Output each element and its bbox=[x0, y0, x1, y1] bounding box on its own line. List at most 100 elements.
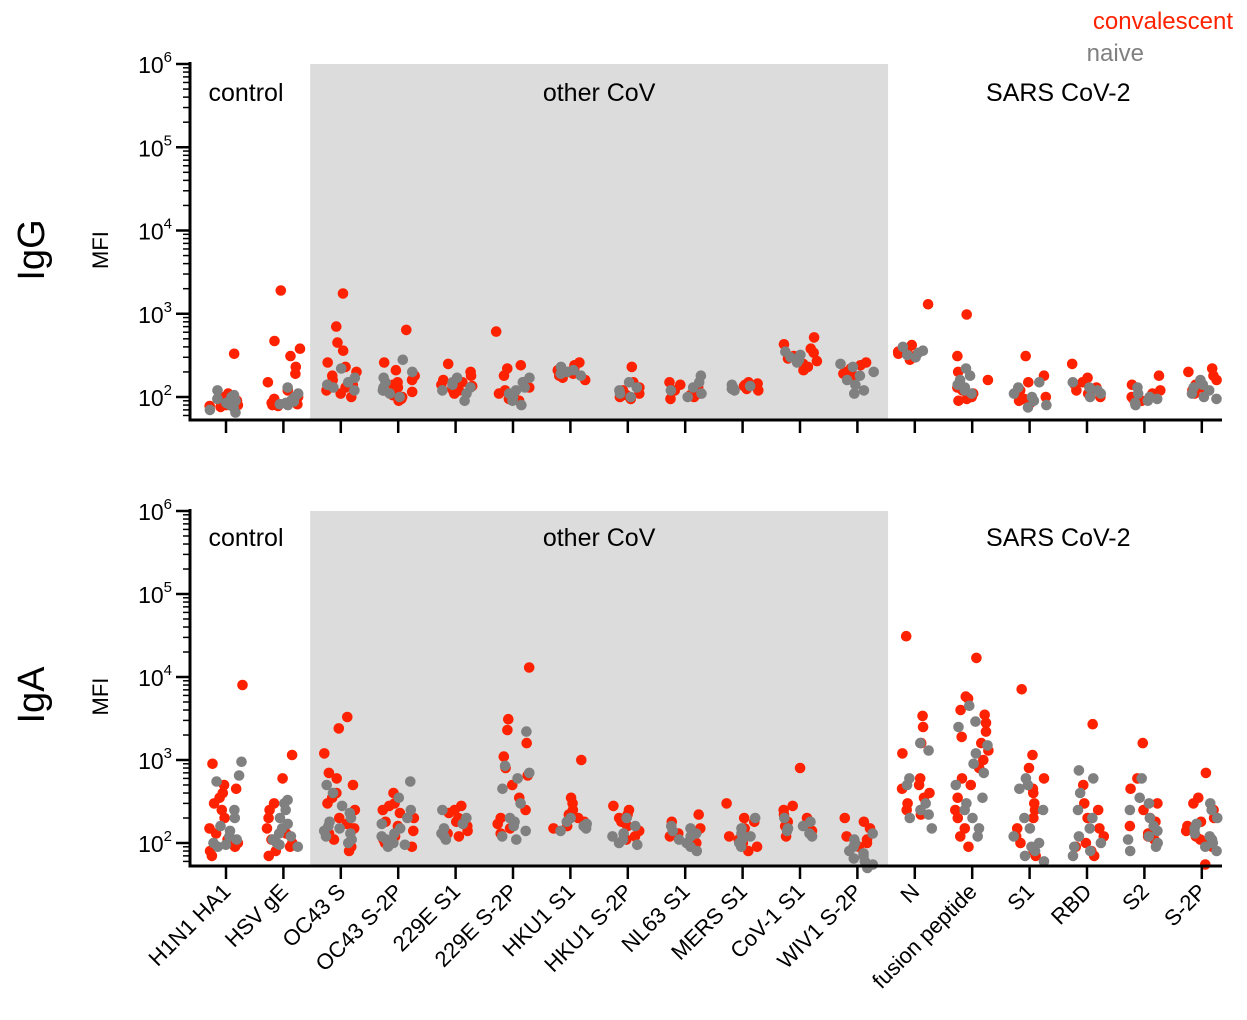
data-point-naive bbox=[631, 382, 643, 393]
data-point-convalescent bbox=[263, 850, 275, 862]
data-point-naive bbox=[867, 828, 878, 839]
data-point-convalescent bbox=[442, 358, 454, 370]
data-point-convalescent bbox=[322, 357, 334, 368]
data-point-naive bbox=[607, 831, 618, 842]
y-axis-label: MFI bbox=[88, 678, 113, 716]
data-point-naive bbox=[1067, 377, 1079, 388]
data-point-naive bbox=[959, 804, 970, 816]
data-point-naive bbox=[923, 745, 934, 756]
data-point-naive bbox=[848, 853, 860, 864]
data-point-naive bbox=[497, 783, 508, 795]
data-point-naive bbox=[1122, 834, 1134, 845]
data-point-convalescent bbox=[275, 285, 287, 296]
region-label-control: control bbox=[208, 524, 283, 552]
data-point-convalescent bbox=[1211, 374, 1222, 386]
data-point-naive bbox=[1212, 812, 1223, 824]
data-point-convalescent bbox=[900, 630, 912, 642]
data-point-naive bbox=[1130, 399, 1141, 411]
data-point-convalescent bbox=[1020, 350, 1031, 362]
data-point-naive bbox=[966, 388, 977, 399]
data-point-convalescent bbox=[1125, 783, 1136, 795]
data-point-naive bbox=[580, 823, 592, 834]
data-point-naive bbox=[1019, 812, 1030, 824]
data-point-convalescent bbox=[377, 804, 389, 816]
data-point-convalescent bbox=[1153, 370, 1165, 382]
panel-label-iga: IgA bbox=[11, 666, 53, 724]
data-point-naive bbox=[791, 357, 803, 368]
data-point-naive bbox=[236, 756, 247, 768]
data-point-convalescent bbox=[216, 804, 228, 816]
data-point-convalescent bbox=[264, 804, 275, 816]
data-point-convalescent bbox=[1028, 812, 1039, 824]
data-point-naive bbox=[1136, 773, 1147, 784]
data-point-convalescent bbox=[277, 773, 288, 784]
data-point-convalescent bbox=[378, 357, 390, 368]
data-point-convalescent bbox=[228, 348, 240, 360]
data-point-naive bbox=[1088, 773, 1099, 784]
data-point-naive bbox=[1134, 792, 1145, 804]
data-point-convalescent bbox=[394, 807, 406, 819]
data-point-naive bbox=[274, 839, 285, 851]
data-point-convalescent bbox=[285, 350, 296, 362]
data-point-naive bbox=[614, 388, 626, 399]
data-point-convalescent bbox=[980, 717, 992, 729]
data-point-naive bbox=[632, 839, 643, 851]
data-point-convalescent bbox=[334, 812, 345, 824]
data-point-naive bbox=[328, 382, 339, 393]
data-point-convalescent bbox=[1087, 718, 1098, 730]
data-point-convalescent bbox=[332, 337, 343, 348]
data-point-convalescent bbox=[664, 377, 675, 388]
data-point-naive bbox=[1142, 395, 1154, 407]
data-point-naive bbox=[1038, 856, 1050, 867]
data-point-naive bbox=[515, 798, 526, 809]
data-point-naive bbox=[841, 374, 853, 386]
data-point-convalescent bbox=[1029, 804, 1041, 816]
data-point-naive bbox=[1143, 798, 1155, 809]
data-point-convalescent bbox=[521, 737, 532, 749]
data-point-naive bbox=[394, 391, 405, 403]
data-point-naive bbox=[1069, 841, 1080, 853]
iga-panel: control other CoV SARS CoV-2 102 103 104 105 10… bbox=[11, 496, 1223, 879]
data-point-convalescent bbox=[347, 779, 359, 791]
data-point-convalescent bbox=[913, 779, 925, 791]
region-label-sars-cov-2: SARS CoV-2 bbox=[986, 79, 1131, 107]
data-point-naive bbox=[967, 812, 978, 824]
data-point-naive bbox=[407, 366, 418, 378]
data-point-convalescent bbox=[626, 361, 638, 373]
data-point-convalescent bbox=[608, 800, 619, 812]
data-point-naive bbox=[950, 779, 962, 791]
data-point-naive bbox=[901, 779, 913, 791]
y-tick-label: 103 bbox=[138, 299, 172, 328]
data-point-naive bbox=[1144, 812, 1156, 824]
data-point-convalescent bbox=[503, 713, 514, 725]
data-point-convalescent bbox=[1027, 749, 1038, 761]
data-point-convalescent bbox=[952, 350, 963, 362]
data-point-convalescent bbox=[808, 347, 819, 359]
data-point-naive bbox=[230, 407, 241, 418]
data-point-naive bbox=[229, 804, 240, 816]
data-point-convalescent bbox=[498, 370, 510, 382]
data-point-naive bbox=[320, 831, 332, 842]
data-point-convalescent bbox=[979, 709, 990, 721]
data-point-naive bbox=[524, 767, 535, 779]
data-point-naive bbox=[561, 816, 573, 828]
data-point-naive bbox=[854, 370, 866, 382]
data-point-convalescent bbox=[342, 711, 353, 723]
data-point-naive bbox=[437, 804, 448, 816]
y-tick-label: 106 bbox=[138, 496, 172, 525]
data-point-convalescent bbox=[335, 388, 347, 399]
legend-convalescent: convalescent bbox=[1093, 8, 1233, 35]
data-point-naive bbox=[744, 380, 756, 392]
data-point-naive bbox=[211, 776, 222, 787]
data-point-naive bbox=[575, 370, 587, 382]
data-point-naive bbox=[519, 382, 530, 393]
data-point-convalescent bbox=[839, 812, 851, 824]
data-point-convalescent bbox=[1028, 787, 1039, 799]
data-point-convalescent bbox=[952, 792, 963, 804]
data-point-naive bbox=[1152, 825, 1163, 837]
data-point-convalescent bbox=[1078, 779, 1089, 791]
data-point-convalescent bbox=[328, 834, 340, 845]
data-point-convalescent bbox=[406, 374, 418, 386]
data-point-convalescent bbox=[956, 773, 968, 784]
data-point-naive bbox=[847, 361, 859, 373]
